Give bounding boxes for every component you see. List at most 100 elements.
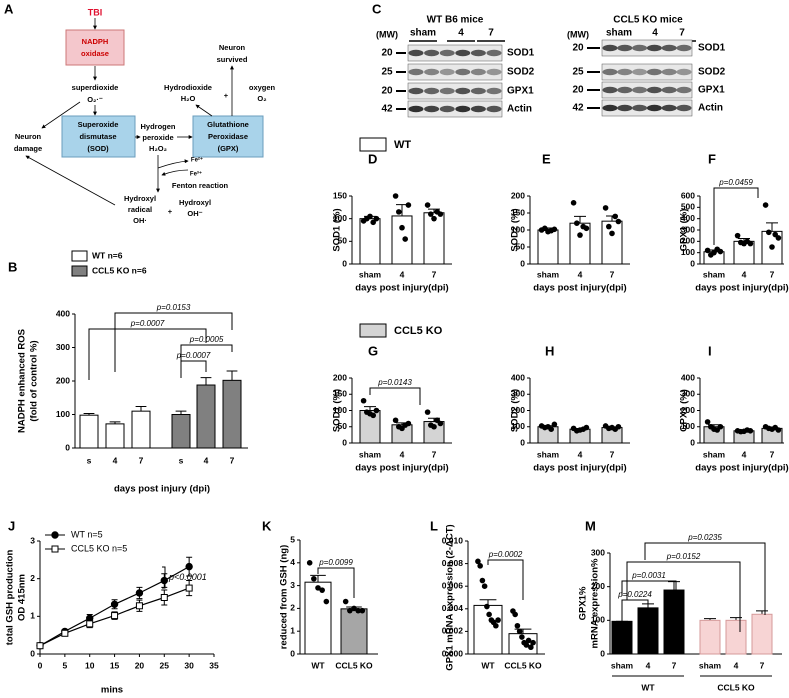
data-point (367, 213, 373, 220)
x-tick-label: sham (703, 449, 726, 459)
y-tick-label: 100 (333, 213, 347, 223)
panel-label: B (8, 259, 17, 274)
p-value: p=0.0007 (130, 319, 165, 328)
x-tick-label: 4 (578, 269, 583, 279)
error-bar (364, 406, 376, 411)
arrows (25, 18, 234, 206)
mw-marker: 42 (381, 104, 393, 115)
group-label: CCL5 KO (717, 682, 755, 692)
blot-band (455, 105, 471, 113)
blot-band (408, 49, 424, 57)
blot-band (632, 44, 648, 52)
p-value: p=0.0224 (617, 590, 652, 599)
mw-marker: 20 (572, 85, 584, 96)
p-value: p=0.0099 (318, 558, 353, 567)
data-point (355, 607, 361, 614)
node-text: peroxide (142, 133, 173, 142)
data-point (405, 420, 412, 427)
data-point (512, 611, 518, 618)
data-point (495, 617, 501, 623)
data-point (704, 419, 711, 425)
protein-label: SOD1 (507, 48, 535, 59)
data-point (523, 642, 530, 648)
x-tick-label: 25 (160, 660, 170, 670)
x-tick-label: 7 (432, 269, 437, 279)
y-tick-label: 500 (681, 202, 695, 212)
bar (751, 613, 773, 655)
x-tick-label: CCL5 KO (335, 660, 373, 670)
blot-band (439, 105, 455, 113)
data-point (135, 602, 143, 610)
bar (171, 414, 191, 449)
y-tick-label: 150 (333, 389, 347, 399)
data-point (486, 611, 492, 618)
x-tick-label: 7 (672, 660, 677, 670)
error-bar (175, 410, 187, 415)
error-bar (514, 628, 532, 634)
node-box (61, 115, 136, 158)
blot-band (617, 44, 633, 52)
legend-swatch (359, 323, 387, 338)
data-point (551, 226, 558, 233)
bar (391, 215, 413, 265)
bar (663, 589, 685, 655)
y-tick-label: 300 (681, 389, 695, 399)
data-point (570, 200, 577, 206)
panel-label: E (542, 151, 551, 166)
blot-band (486, 87, 502, 95)
bar (304, 581, 332, 655)
y-tick-label: 5 (290, 534, 295, 544)
error-bar (428, 208, 440, 213)
x-tick-label: 30 (184, 660, 194, 670)
data-point (548, 426, 554, 432)
mw-marker: 20 (572, 43, 584, 54)
data-point (110, 600, 119, 608)
data-point (583, 225, 590, 232)
legend-text: CCL5 KO n=5 (71, 543, 127, 553)
bar (196, 384, 216, 449)
node-text: NADPH (82, 37, 109, 46)
blot-strip (407, 44, 503, 62)
y-tick-label: 0 (690, 437, 695, 447)
bar (391, 424, 413, 444)
x-tick-label: sham (359, 449, 382, 459)
diagram: A TBI NADPH oxidase superdioxide O₂·⁻ Ne… (4, 1, 276, 225)
lane-label: 4 (652, 28, 658, 39)
legend-text: WT n=6 (92, 250, 123, 260)
node-text: OH⁻ (187, 209, 202, 218)
data-point (775, 427, 782, 433)
x-tick-label: WT (481, 660, 495, 670)
node-text: Hydrogen (140, 122, 175, 131)
blot-band (602, 44, 618, 52)
data-point (514, 622, 521, 629)
y-axis-label: GPX1% (578, 586, 589, 620)
data-point (493, 622, 499, 629)
node-box (192, 115, 264, 158)
blot-band (470, 87, 486, 95)
x-tick-label: 5 (62, 660, 67, 670)
y-axis-label: OD 415nm (17, 574, 28, 621)
x-axis-label: mins (101, 685, 123, 696)
data-point (428, 211, 434, 217)
y-tick-label: 200 (511, 405, 525, 415)
blot-band (408, 105, 424, 113)
blot-band (617, 86, 633, 94)
x-tick-label: 7 (760, 660, 765, 670)
y-tick-label: 300 (591, 547, 605, 557)
blot-band (408, 68, 424, 76)
panel-label: D (368, 151, 377, 166)
data-point (612, 213, 618, 220)
data-point (525, 637, 532, 644)
lane-label: 7 (488, 28, 494, 39)
x-tick-label: 4 (734, 660, 739, 670)
protein-label: Actin (507, 104, 532, 115)
significance-bracket (114, 312, 233, 372)
data-point (475, 558, 481, 565)
legend-swatch (359, 137, 387, 152)
node-text: O₂ (257, 94, 266, 103)
lane-label: sham (410, 28, 436, 39)
x-tick-label: 20 (135, 660, 145, 670)
y-tick-label: 200 (681, 236, 695, 246)
data-point (342, 598, 349, 605)
panel-label: M (585, 518, 596, 533)
